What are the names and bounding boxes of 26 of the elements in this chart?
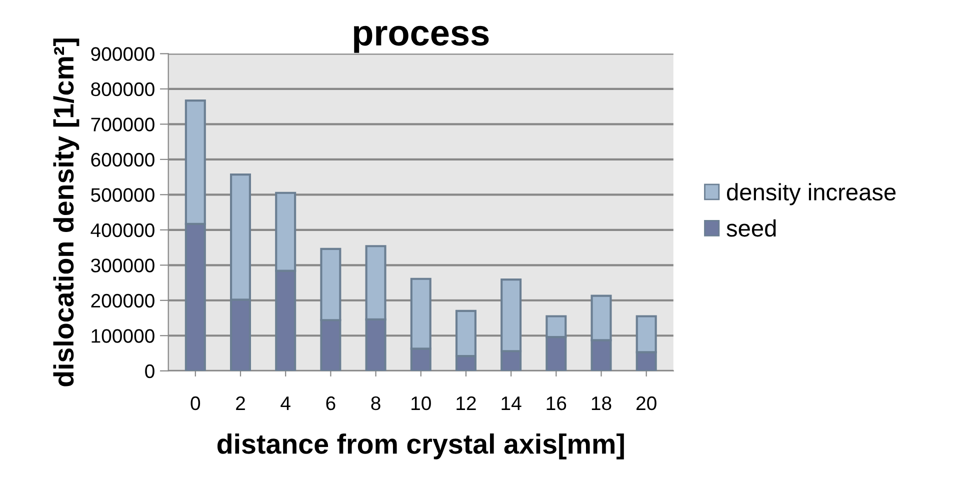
x-tick-label: 14: [502, 396, 522, 410]
x-tick-label: 8: [371, 396, 380, 410]
x-tick-label: 2: [236, 396, 245, 410]
y-tick-label: 600000: [91, 152, 154, 167]
y-tick-label: 300000: [91, 258, 154, 272]
legend-label: density increase: [726, 183, 896, 206]
x-tick-label: 4: [280, 396, 290, 410]
y-tick-label: 700000: [91, 118, 154, 132]
y-tick-label: 200000: [91, 294, 154, 308]
x-tick-label: 12: [456, 396, 476, 410]
y-tick-label: 100000: [92, 329, 154, 343]
y-tick-label: 0: [145, 364, 154, 378]
y-axis-title: dislocation density [1/cm²]: [53, 38, 80, 386]
y-tick-label: 500000: [91, 188, 154, 202]
y-tick-label: 400000: [90, 223, 154, 238]
x-tick-label: 18: [592, 396, 612, 410]
y-tick-label: 900000: [91, 47, 154, 61]
x-tick-label: 20: [636, 396, 656, 410]
x-axis-title: distance from crystal axis[mm]: [217, 433, 624, 460]
chart-title: process: [354, 26, 489, 53]
x-tick-label: 16: [546, 396, 566, 410]
x-tick-label: 10: [412, 396, 431, 410]
x-tick-label: 6: [326, 396, 336, 410]
y-tick-label: 800000: [91, 82, 154, 96]
legend-label: seed: [726, 219, 776, 237]
x-tick-label: 0: [190, 396, 200, 410]
